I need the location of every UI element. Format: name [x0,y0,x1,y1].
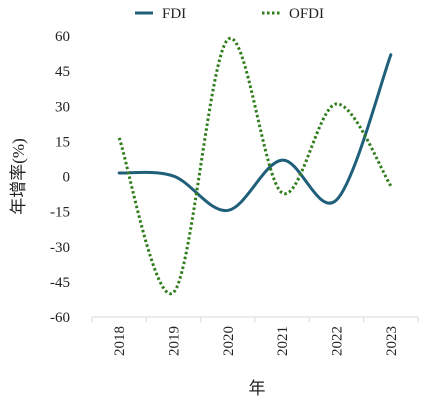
y-axis-ticks: 60 45 30 15 0 -15 -30 -45 -60 [50,29,70,326]
y-tick-label: -60 [50,310,70,326]
y-tick-label: 45 [55,64,70,80]
x-tick-label: 2020 [221,326,237,356]
legend-label-ofdi: OFDI [289,6,324,22]
series-line-fdi [117,53,393,212]
y-tick-label: 30 [55,99,70,115]
y-tick-label: -45 [50,275,70,291]
series-line-ofdi [117,36,393,296]
y-axis-title: 年增率(%) [9,138,28,214]
y-tick-label: 0 [63,170,71,186]
x-axis-title: 年 [249,379,266,398]
y-tick-label: -30 [50,240,70,256]
x-axis-ticks: 2018 2019 2020 2021 2022 2023 [112,326,400,356]
y-tick-label: 15 [55,134,70,150]
x-tick-label: 2019 [167,326,183,356]
x-tick-label: 2022 [330,326,346,356]
series-layer [117,36,393,296]
x-tick-label: 2023 [384,326,400,356]
y-tick-label: -15 [50,205,70,221]
y-tick-label: 60 [55,29,70,45]
x-tick-label: 2021 [275,326,291,356]
legend: FDI OFDI [135,6,324,22]
x-axis-tickmarks [91,317,419,322]
legend-label-fdi: FDI [162,6,186,22]
x-tick-label: 2018 [112,326,128,356]
